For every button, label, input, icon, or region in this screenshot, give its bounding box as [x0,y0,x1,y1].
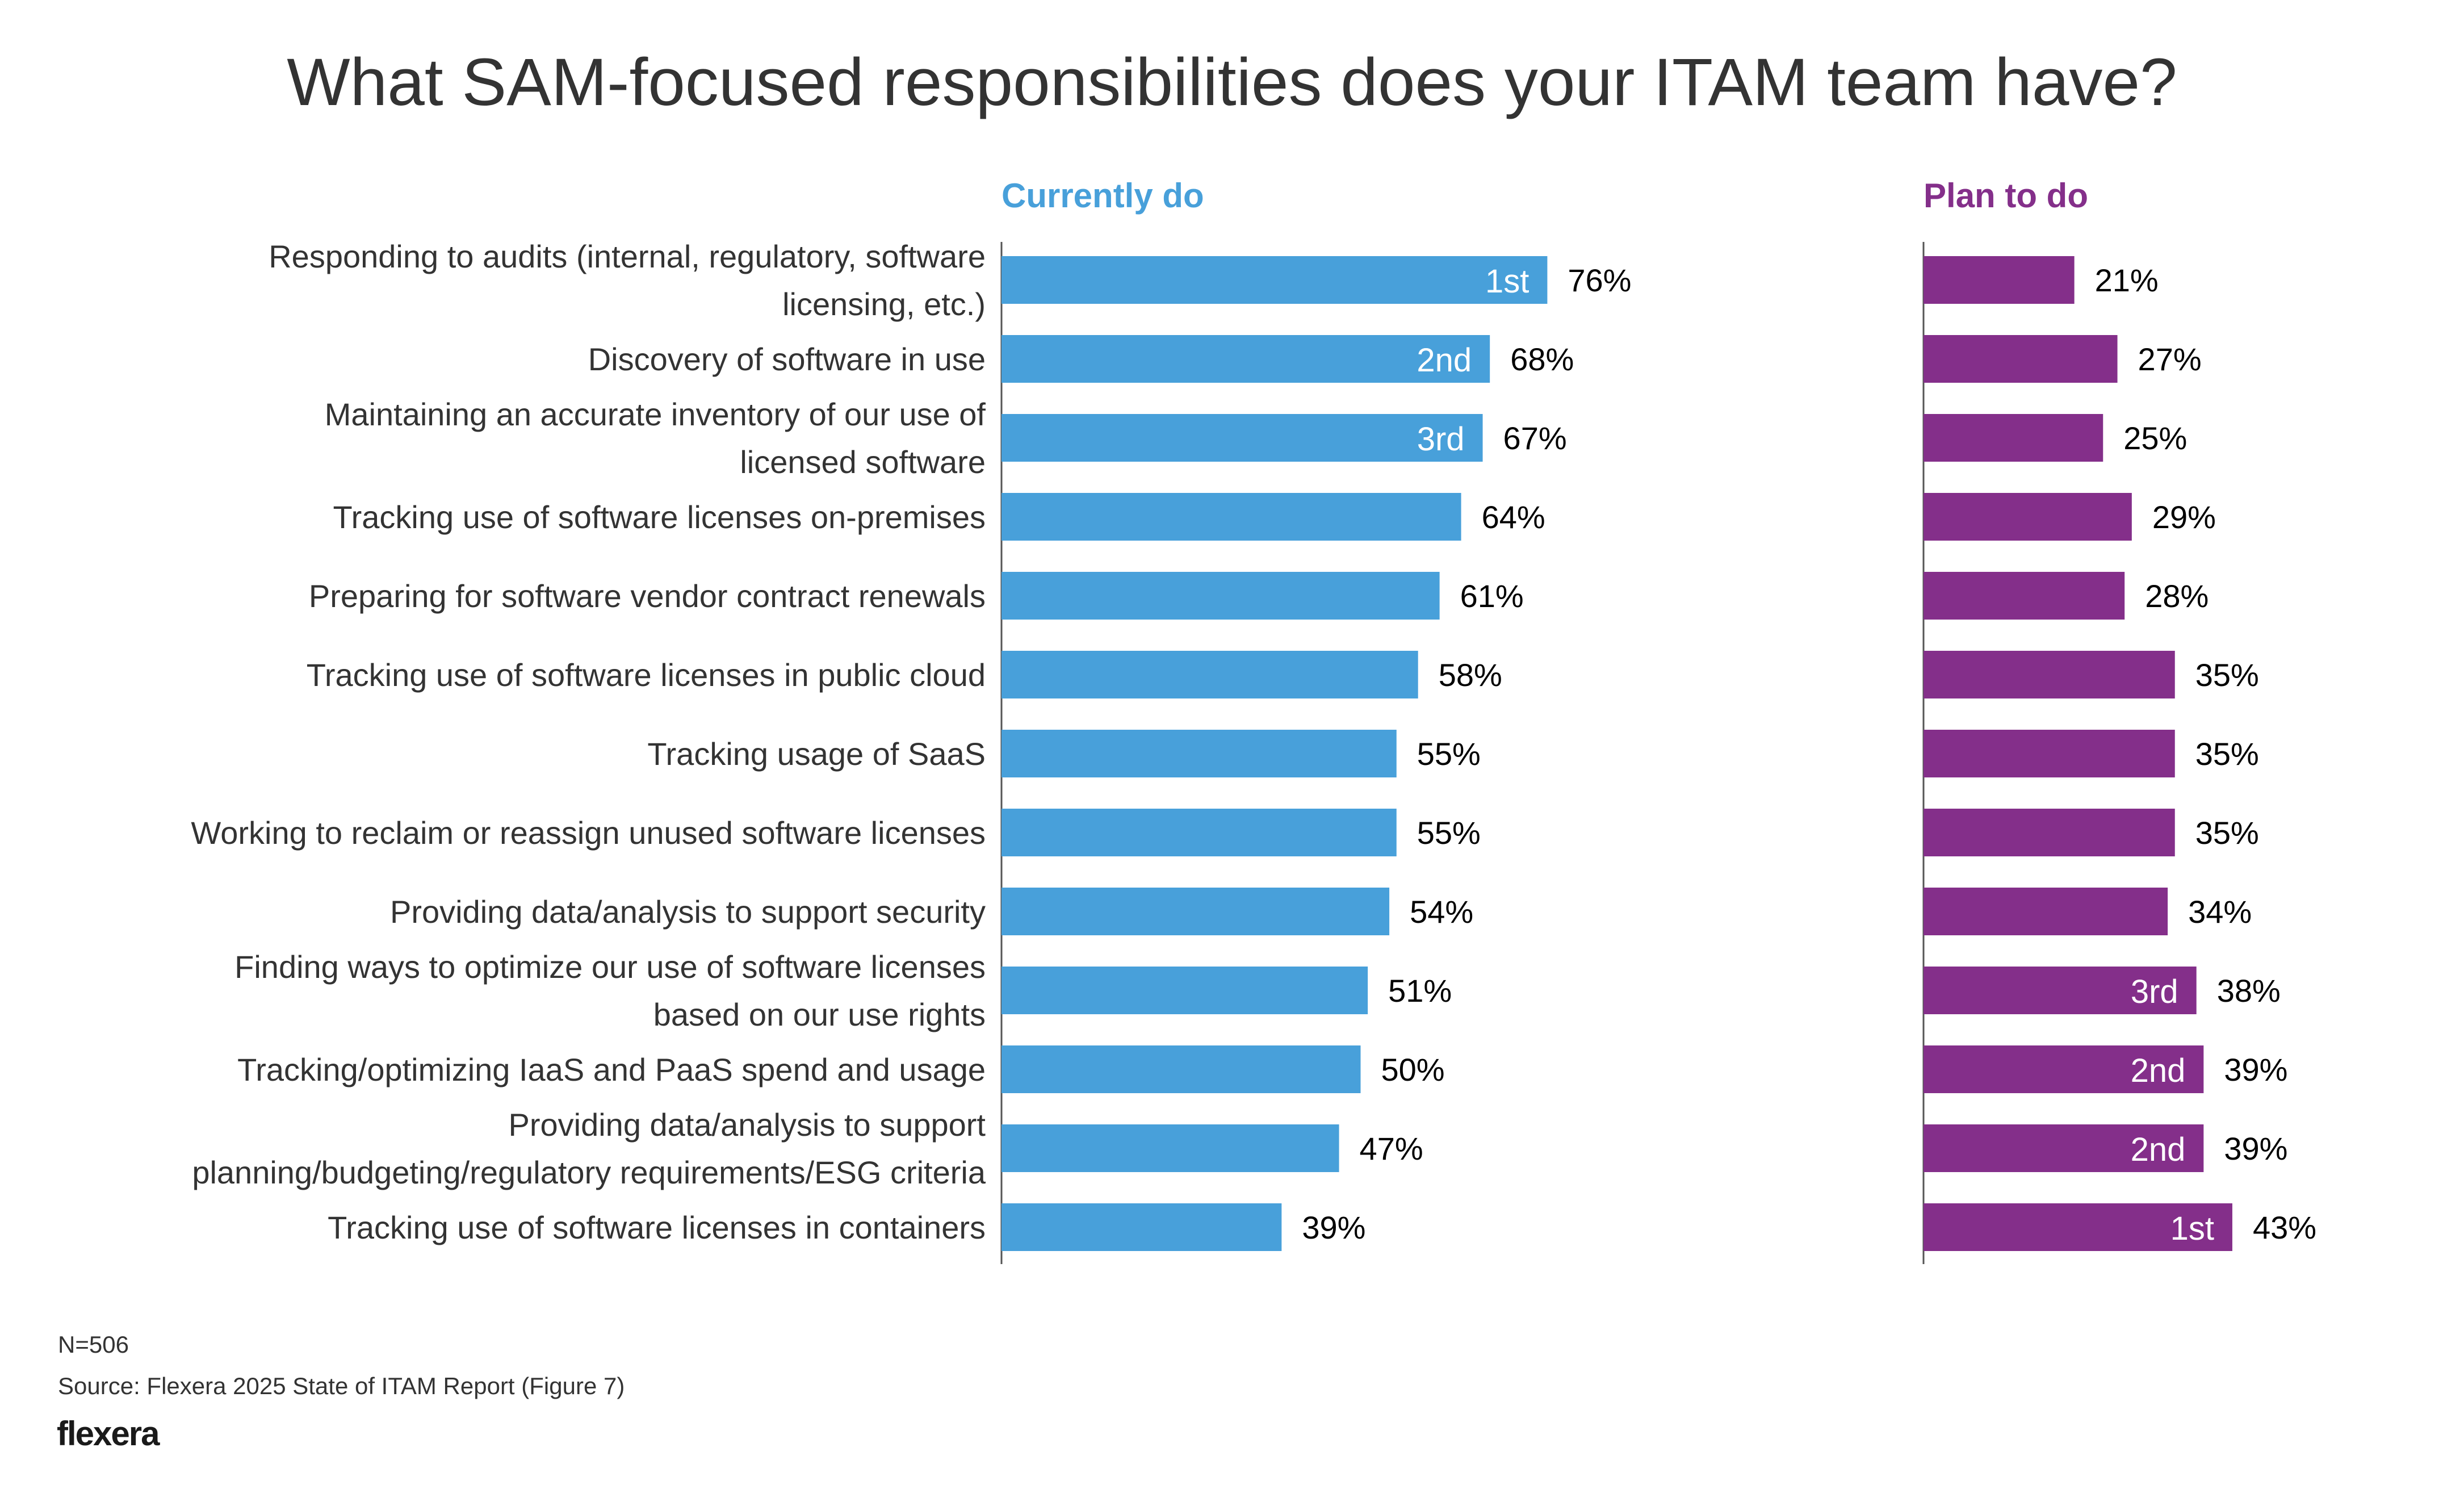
plan-bar [1924,967,2197,1014]
category-label: Responding to audits (internal, regulato… [269,239,986,274]
rank-label: 3rd [1417,421,1465,458]
plan-bar [1924,651,2175,698]
plan-bar [1924,493,2132,541]
category-label: planning/budgeting/regulatory requiremen… [192,1154,986,1190]
value-label: 34% [2188,894,2252,930]
current-bar [1001,1124,1339,1172]
flexera-logo: flexera [57,1415,160,1453]
category-label: licensing, etc.) [782,286,986,322]
sample-size: N=506 [58,1331,129,1358]
category-label: Providing data/analysis to support secur… [390,894,986,930]
plan-bar [1924,809,2175,856]
value-label: 27% [2138,341,2202,377]
current-bar [1001,256,1548,304]
value-label: 35% [2195,815,2259,851]
value-label: 35% [2195,736,2259,772]
value-label: 38% [2217,973,2281,1009]
plan-bar [1924,888,2168,935]
category-label: Tracking use of software licenses in con… [328,1210,986,1245]
value-label: 21% [2095,262,2159,298]
value-label: 64% [1482,499,1545,535]
current-bar [1001,809,1397,856]
rank-label: 3rd [2131,973,2178,1010]
rank-label: 2nd [1417,342,1472,379]
category-label: Finding ways to optimize our use of soft… [234,949,986,985]
rank-label: 2nd [2131,1131,2186,1168]
value-label: 29% [2152,499,2216,535]
plan-bar [1924,1124,2204,1172]
value-label: 61% [1460,578,1524,614]
category-label: Tracking use of software licenses on-pre… [333,499,986,535]
current-bar [1001,651,1418,698]
value-label: 47% [1360,1131,1423,1166]
source-note: Source: Flexera 2025 State of ITAM Repor… [58,1373,625,1399]
category-label: Working to reclaim or reassign unused so… [191,815,986,851]
value-label: 51% [1388,973,1452,1009]
category-label: Tracking/optimizing IaaS and PaaS spend … [237,1052,986,1087]
current-bar [1001,493,1461,541]
value-label: 68% [1510,341,1574,377]
current-bar [1001,967,1368,1014]
current-bar [1001,414,1483,462]
category-label: Tracking usage of SaaS [647,736,986,772]
current-bar [1001,1045,1361,1093]
category-label: based on our use rights [653,997,986,1032]
category-label: Providing data/analysis to support [509,1107,986,1143]
value-label: 28% [2145,578,2209,614]
category-label: Discovery of software in use [588,341,986,377]
current-bar [1001,1203,1282,1251]
plan-bar [1924,572,2125,620]
plan-bar [1924,256,2075,304]
value-label: 50% [1381,1052,1445,1087]
plan-bar [1924,1045,2204,1093]
plan-bar [1924,1203,2232,1251]
value-label: 54% [1410,894,1473,930]
current-bar [1001,335,1490,383]
category-label: Preparing for software vendor contract r… [309,578,986,614]
current-bar [1001,730,1397,777]
current-bar [1001,888,1390,935]
value-label: 35% [2195,657,2259,693]
value-label: 76% [1568,262,1631,298]
value-label: 58% [1439,657,1502,693]
value-label: 55% [1417,815,1481,851]
plan-bar [1924,335,2118,383]
value-label: 39% [2224,1052,2287,1087]
category-label: Tracking use of software licenses in pub… [307,657,986,693]
current-bar [1001,572,1440,620]
value-label: 39% [2224,1131,2287,1166]
series-header-plan: Plan to do [1924,177,2088,215]
plan-bar [1924,730,2175,777]
category-label: Maintaining an accurate inventory of our… [325,396,986,432]
rank-label: 2nd [2131,1052,2186,1089]
value-label: 43% [2253,1210,2316,1245]
plan-bar [1924,414,2103,462]
category-label: licensed software [740,444,986,480]
value-label: 39% [1302,1210,1365,1245]
value-label: 25% [2123,420,2187,456]
value-label: 55% [1417,736,1481,772]
series-header-current: Currently do [1001,177,1204,215]
rank-label: 1st [1485,263,1529,300]
rank-label: 1st [2170,1210,2214,1247]
chart-title: What SAM-focused responsibilities does y… [287,45,2177,120]
value-label: 67% [1503,420,1567,456]
